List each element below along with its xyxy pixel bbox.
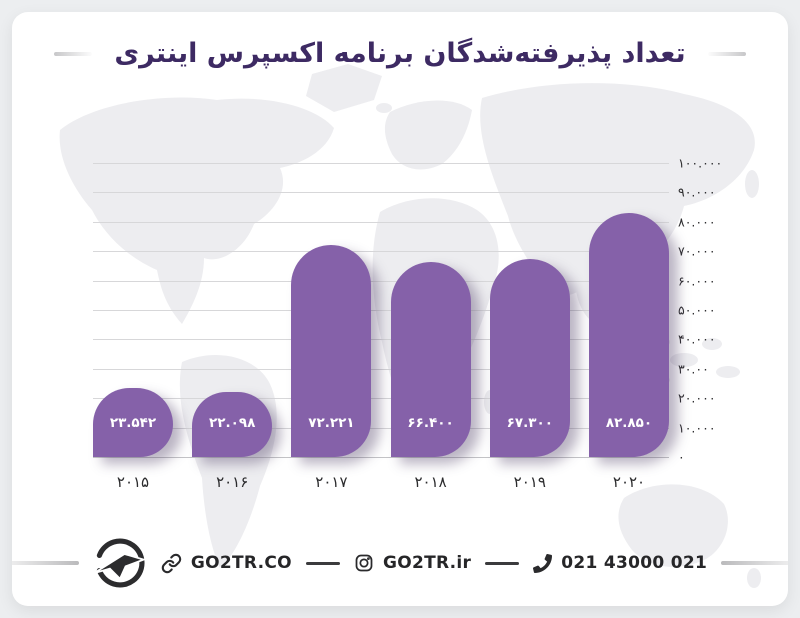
y-axis-tick-label: ۷۰.۰۰۰ (678, 243, 716, 259)
title-row: تعداد پذیرفته‌شدگان برنامه اکسپرس اینتری (12, 38, 788, 69)
gridline (93, 251, 669, 253)
bar-۲۰۱۷: ۷۲.۲۲۱ (291, 244, 372, 457)
map-asia (480, 83, 755, 296)
y-axis-tick-label: ۲۰.۰۰۰ (678, 390, 716, 406)
map-island (702, 338, 722, 350)
gridline (93, 368, 669, 370)
link-icon (161, 553, 182, 574)
go2tr-logo (93, 536, 147, 590)
y-axis-tick-label: ۹۰.۰۰۰ (678, 184, 716, 200)
website-item: GO2TR.CO (161, 553, 292, 574)
map-europe (384, 100, 472, 170)
bar-value-label: ۶۷.۳۰۰ (506, 414, 553, 431)
infographic-card: تعداد پذیرفته‌شدگان برنامه اکسپرس اینتری… (12, 12, 788, 606)
y-axis-tick-label: ۰ (678, 449, 685, 465)
x-axis-tick-label: ۲۰۱۶ (216, 473, 249, 491)
gridline (93, 398, 669, 400)
footer-edge-dash-right (721, 560, 788, 566)
bar-۲۰۱۹: ۶۷.۳۰۰ (489, 259, 570, 457)
map-iceland (376, 103, 392, 113)
title-side-dash-right (707, 51, 746, 56)
x-axis-tick-label: ۲۰۱۷ (315, 473, 348, 491)
bar-۲۰۱۸: ۶۶.۴۰۰ (390, 261, 471, 457)
gridline (93, 221, 669, 223)
x-axis-baseline (93, 457, 669, 458)
y-axis-tick-label: ۳۰.۰۰ (678, 361, 709, 377)
instagram-icon (354, 553, 374, 573)
map-island (670, 353, 698, 367)
map-australia (618, 484, 728, 567)
bar-value-label: ۲۲.۰۹۸ (209, 414, 256, 431)
bar-value-label: ۲۳.۵۴۲ (109, 414, 157, 431)
gridline (93, 339, 669, 341)
phone-icon (533, 553, 553, 573)
plot-area: ۱۰۰.۰۰۰ ۹۰.۰۰۰ ۸۰.۰۰۰ ۷۰.۰۰۰ ۶۰.۰۰۰ ۵۰.۰۰۰ ۴۰.… (12, 12, 788, 606)
map-japan (745, 170, 759, 198)
phone-item: 021 43000 021 (533, 553, 707, 573)
bar-۲۰۲۰: ۸۲.۸۵۰ (589, 213, 669, 457)
bar-۲۰۱۵: ۲۳.۵۴۲ (93, 387, 173, 457)
bar-value-label: ۷۲.۲۲۱ (308, 414, 355, 431)
bar-value-label: ۸۲.۸۵۰ (605, 414, 653, 431)
map-new-zealand (747, 568, 761, 588)
phone-label: 021 43000 021 (561, 553, 708, 573)
bar-۲۰۱۶: ۲۲.۰۹۸ (192, 392, 273, 457)
y-axis-tick-label: ۴۰.۰۰۰ (678, 331, 716, 347)
map-north-america (59, 97, 334, 324)
instagram-item: GO2TR.ir (354, 553, 471, 573)
footer-separator-dash (305, 561, 340, 565)
page-title: تعداد پذیرفته‌شدگان برنامه اکسپرس اینتری (114, 38, 686, 69)
instagram-label: GO2TR.ir (382, 553, 472, 573)
footer-separator-dash (485, 561, 520, 565)
bar-value-label: ۶۶.۴۰۰ (407, 414, 454, 431)
x-axis-tick-label: ۲۰۱۸ (414, 473, 447, 491)
website-label: GO2TR.CO (190, 553, 292, 573)
y-axis-tick-label: ۸۰.۰۰۰ (678, 214, 716, 230)
y-axis-tick-label: ۱۰۰.۰۰۰ (678, 155, 723, 171)
x-axis-tick-label: ۲۰۲۰ (612, 473, 646, 491)
footer-edge-dash-left (12, 560, 79, 566)
x-axis-tick-label: ۲۰۱۹ (513, 473, 546, 491)
map-island (716, 366, 740, 378)
y-axis-tick-label: ۵۰.۰۰۰ (678, 302, 716, 318)
gridline (93, 427, 669, 429)
gridline (93, 192, 669, 194)
gridline (93, 163, 669, 164)
y-axis-tick-label: ۶۰.۰۰۰ (678, 273, 716, 289)
gridline (93, 280, 669, 282)
x-axis-tick-label: ۲۰۱۵ (116, 473, 150, 491)
footer-contact-bar: GO2TR.CO GO2TR.ir 021 43000 021 (12, 533, 788, 593)
y-axis-tick-label: ۱۰.۰۰۰ (678, 420, 716, 436)
gridline (93, 310, 669, 311)
map-greenland (306, 64, 382, 112)
title-side-dash-left (54, 51, 93, 56)
